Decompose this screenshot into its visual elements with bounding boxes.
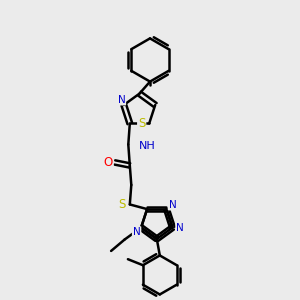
Text: S: S — [138, 117, 146, 130]
Text: N: N — [133, 227, 140, 237]
Text: O: O — [103, 156, 113, 169]
Text: N: N — [169, 200, 176, 210]
Text: N: N — [118, 94, 125, 105]
Text: NH: NH — [139, 141, 156, 151]
Text: S: S — [118, 198, 126, 211]
Text: N: N — [176, 223, 184, 232]
